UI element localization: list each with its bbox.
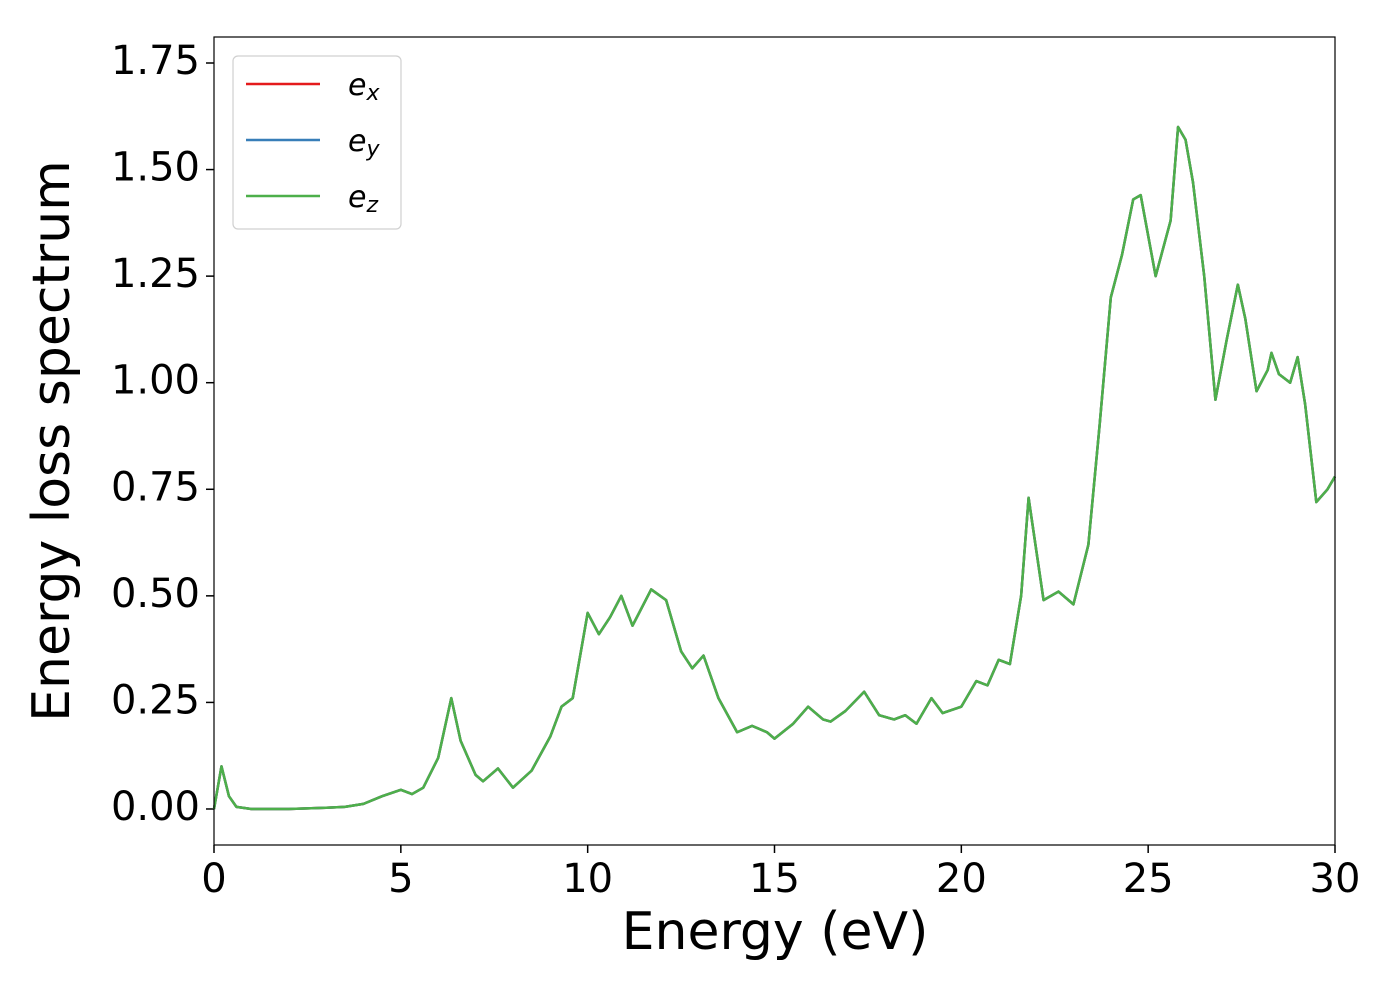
y-tick-label: 0.50 [111, 571, 200, 617]
legend-label: ey [348, 124, 380, 163]
y-tick-label: 1.75 [111, 38, 200, 84]
y-tick-label: 1.50 [111, 145, 200, 191]
x-tick-label: 20 [936, 856, 987, 902]
y-axis-label: Energy loss spectrum [22, 160, 82, 722]
plot-frame [213, 36, 1336, 846]
x-tick-label: 5 [388, 856, 413, 902]
x-tick-label: 10 [562, 856, 613, 902]
legend-label: ez [348, 180, 378, 219]
y-tick-label: 0.75 [111, 464, 200, 510]
x-tick-label: 0 [201, 856, 226, 902]
y-tick-label: 1.25 [111, 251, 200, 297]
legend-box [232, 55, 402, 230]
y-tick-label: 0.25 [111, 677, 200, 723]
x-tick-label: 30 [1310, 856, 1361, 902]
y-tick-label: 1.00 [111, 358, 200, 404]
x-tick-label: 15 [749, 856, 800, 902]
x-axis-label: Energy (eV) [622, 902, 929, 962]
legend-label: ex [348, 68, 380, 107]
series-line [212, 125, 1337, 811]
x-tick-label: 25 [1123, 856, 1174, 902]
y-tick-label: 0.00 [111, 784, 200, 830]
